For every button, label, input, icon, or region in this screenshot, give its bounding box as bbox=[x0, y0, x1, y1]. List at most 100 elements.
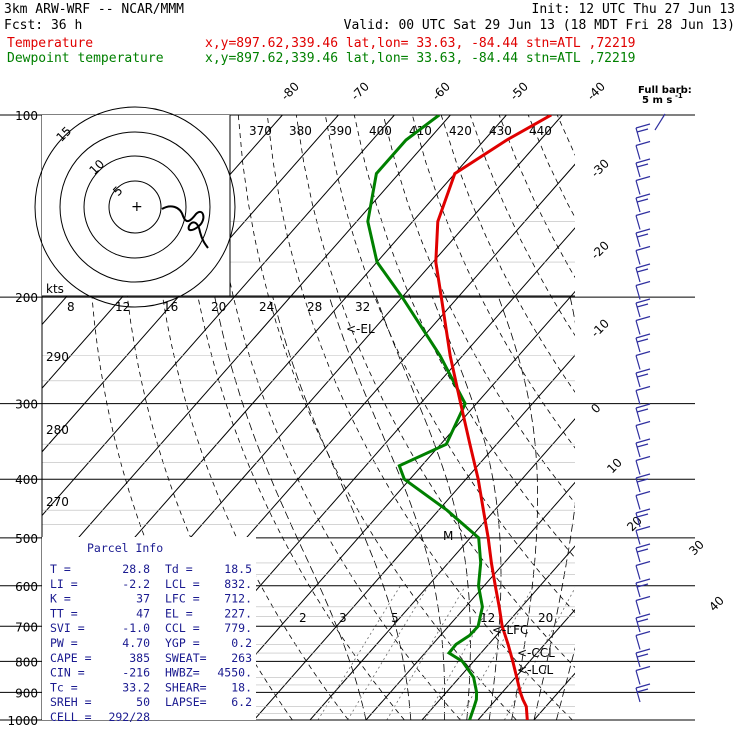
wind-barb bbox=[635, 490, 651, 510]
wind-barb bbox=[635, 245, 651, 265]
parcel-info-key: LAPSE= bbox=[165, 695, 207, 709]
dry-adiabat bbox=[556, 115, 575, 156]
theta-label: 370 bbox=[249, 124, 272, 138]
parcel-info-value: -2.2 bbox=[122, 577, 150, 591]
parcel-info-value: 712. bbox=[224, 592, 252, 606]
pressure-tick-label: 400 bbox=[15, 473, 38, 487]
isotherm bbox=[477, 609, 575, 720]
full-barb-label: Full barb: bbox=[638, 85, 692, 96]
parcel-info-value: 28.8 bbox=[122, 562, 150, 576]
wind-barb bbox=[635, 438, 651, 458]
moist-adiabat bbox=[556, 647, 575, 720]
valid-time: Valid: 00 UTC Sat 29 Jun 13 (18 MDT Fri … bbox=[344, 18, 735, 33]
hodograph-ring-inner bbox=[83, 155, 187, 259]
parcel-info-key: CELL = bbox=[50, 710, 92, 724]
parcel-info-key: CCL = bbox=[165, 621, 200, 635]
wind-barb bbox=[635, 158, 651, 178]
dry-adiabat bbox=[382, 115, 575, 504]
dry-adiabat bbox=[527, 115, 575, 219]
hodograph-scale-label: 16 bbox=[163, 300, 178, 314]
hodograph-scale-label: 24 bbox=[259, 300, 274, 314]
parcel-info-key: LCL = bbox=[165, 577, 200, 591]
parcel-info-key: SWEAT= bbox=[165, 651, 207, 665]
parcel-info-key: LI = bbox=[50, 577, 78, 591]
isotherm-label: -70 bbox=[348, 79, 372, 103]
parcel-info-key: Tc = bbox=[50, 680, 78, 694]
theta-label: 400 bbox=[369, 124, 392, 138]
wind-barb bbox=[635, 350, 651, 370]
wind-barb bbox=[635, 543, 651, 563]
full-barb-units: 5 m s bbox=[642, 95, 672, 106]
isotherm bbox=[42, 115, 451, 580]
dry-adiabat bbox=[673, 115, 740, 720]
dry-adiabat bbox=[440, 115, 575, 393]
theta-label: 440 bbox=[529, 124, 552, 138]
hodograph-origin-marker: + bbox=[131, 199, 143, 215]
wind-barb bbox=[635, 175, 651, 195]
pressure-tick-label: 100 bbox=[15, 109, 38, 123]
isotherm bbox=[533, 672, 575, 720]
m-marker: M bbox=[443, 529, 453, 543]
pressure-tick-label: 200 bbox=[15, 291, 38, 305]
parcel-info-key: LFC = bbox=[165, 592, 200, 606]
parcel-info-value: 50 bbox=[136, 695, 150, 709]
wind-barb bbox=[635, 123, 651, 143]
isotherm-label: 20 bbox=[624, 513, 645, 534]
parcel-info-value: 33.2 bbox=[122, 680, 150, 694]
parcel-info-value: -216 bbox=[122, 666, 150, 680]
isotherm bbox=[309, 418, 575, 720]
parcel-info-value: 4550. bbox=[217, 666, 252, 680]
parcel-info-key: SHEAR= bbox=[165, 680, 207, 694]
lfc-marker: <-LFC bbox=[492, 623, 528, 637]
hodograph-ring-outer bbox=[34, 106, 236, 308]
mixing-ratio-line bbox=[347, 585, 429, 720]
wind-barb bbox=[635, 455, 651, 475]
wind-barb bbox=[635, 578, 651, 598]
theta-label: 390 bbox=[329, 124, 352, 138]
isotherm-label: -40 bbox=[584, 79, 608, 103]
isotherm-label: -20 bbox=[588, 238, 612, 262]
pressure-tick-label: 500 bbox=[15, 532, 38, 546]
wind-barb bbox=[635, 368, 651, 388]
mixing-ratio-label: 3 bbox=[339, 611, 347, 625]
parcel-info-value: 18. bbox=[231, 680, 252, 694]
parcel-info-value: 779. bbox=[224, 621, 252, 635]
wind-barb bbox=[635, 613, 651, 633]
parcel-info-value: 385 bbox=[129, 651, 150, 665]
wind-barb bbox=[635, 420, 651, 440]
parcel-info-key: PW = bbox=[50, 636, 78, 650]
dry-adiabat bbox=[586, 115, 740, 720]
mixing-ratio-line bbox=[424, 585, 502, 720]
parcel-info-value: 832. bbox=[224, 577, 252, 591]
dry-adiabat bbox=[644, 115, 740, 720]
parcel-info-value: 292/28 bbox=[108, 710, 150, 724]
isotherm-lines bbox=[42, 115, 575, 720]
forecast-hour: Fcst: 36 h bbox=[4, 18, 82, 33]
mixing-ratio-label: 2 bbox=[299, 611, 307, 625]
theta-label: 430 bbox=[489, 124, 512, 138]
parcel-info-value: 37 bbox=[136, 592, 150, 606]
parcel-info-value: 6.2 bbox=[231, 695, 252, 709]
wind-barb bbox=[635, 473, 651, 493]
isotherm-label: -80 bbox=[278, 79, 302, 103]
hodograph-scale-label: 32 bbox=[355, 300, 370, 314]
temperature-profile-line bbox=[434, 115, 552, 720]
hodograph-inset: + 15 10 5 kts bbox=[34, 106, 575, 308]
hodograph-scale-label: 20 bbox=[211, 300, 226, 314]
full-barb-units-exponent: -1 bbox=[675, 92, 683, 100]
wind-barb bbox=[635, 280, 651, 300]
wind-barb bbox=[635, 403, 651, 423]
hodograph-scale-label: 8 bbox=[67, 300, 75, 314]
parcel-info-value: 4.70 bbox=[122, 636, 150, 650]
wind-barb bbox=[635, 315, 651, 335]
mixing-ratio-label: 12 bbox=[480, 611, 495, 625]
dewpoint-profile-line bbox=[366, 115, 484, 720]
wind-barb bbox=[635, 508, 651, 528]
isotherm bbox=[42, 115, 339, 453]
theta-label-left: 270 bbox=[46, 495, 69, 509]
parcel-info-key: Td = bbox=[165, 562, 193, 576]
theta-label-left: 280 bbox=[46, 423, 69, 437]
hodograph-scale-label: 12 bbox=[115, 300, 130, 314]
theta-label: 420 bbox=[449, 124, 472, 138]
